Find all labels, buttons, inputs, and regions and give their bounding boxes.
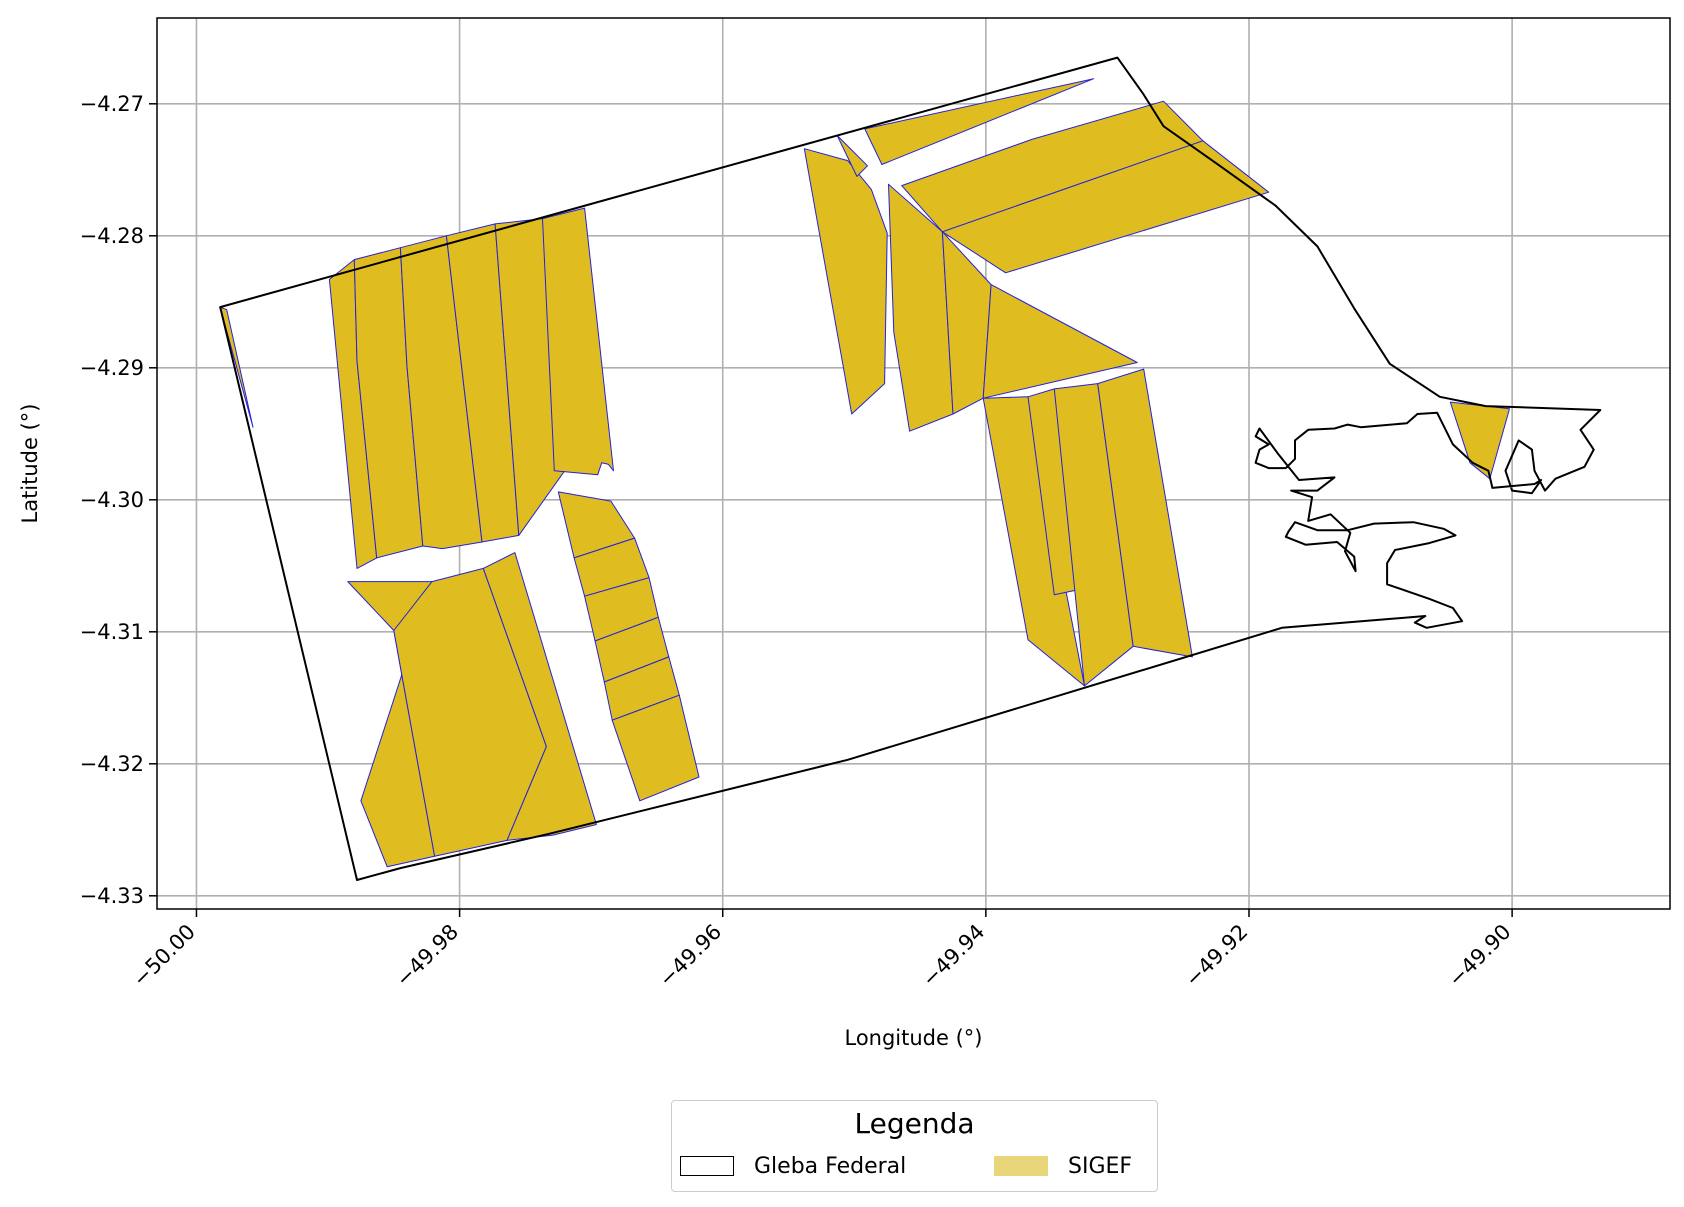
y-tick-label: −4.29	[80, 356, 144, 380]
sigef-parcel	[611, 694, 700, 802]
sigef-parcel	[482, 552, 597, 841]
legend-swatch-fill	[994, 1156, 1048, 1176]
sigef-parcel	[836, 135, 868, 177]
y-tick-label: −4.31	[80, 620, 144, 644]
x-tick-label: −49.90	[1444, 920, 1516, 992]
sigef-parcel	[219, 306, 254, 428]
sigef-parcel	[1097, 368, 1193, 658]
legend-title: Legenda	[854, 1107, 975, 1140]
legend-item-gleba-federal: Gleba Federal	[680, 1151, 906, 1181]
legend-label: Gleba Federal	[754, 1153, 907, 1179]
y-tick-label: −4.27	[80, 92, 144, 116]
y-axis-label: Latitude (°)	[18, 404, 42, 524]
legend: Legenda Gleba Federal SIGEF	[671, 1100, 1158, 1192]
sigef-parcel	[982, 284, 1138, 399]
gleba-federal-boundary	[219, 56, 1602, 881]
sigef-parcel	[803, 148, 888, 415]
x-tick-label: −50.00	[128, 920, 200, 992]
y-tick-label: −4.30	[80, 488, 144, 512]
sigef-parcels	[219, 78, 1510, 868]
x-tick-label: −49.96	[654, 920, 726, 992]
y-tick-label: −4.33	[80, 884, 144, 908]
sigef-parcel	[864, 78, 1095, 165]
legend-swatch-outline	[680, 1156, 734, 1176]
x-tick-label: −49.92	[1181, 920, 1253, 992]
y-tick-label: −4.28	[80, 224, 144, 248]
y-tick-label: −4.32	[80, 752, 144, 776]
x-axis-label: Longitude (°)	[844, 1026, 982, 1050]
sigef-parcel	[941, 140, 1270, 274]
sigef-parcel	[888, 183, 954, 432]
x-tick-label: −49.98	[391, 920, 463, 992]
legend-label: SIGEF	[1068, 1153, 1133, 1179]
legend-item-sigef: SIGEF	[994, 1151, 1132, 1181]
sigef-parcel	[901, 100, 1204, 233]
sigef-parcel	[542, 207, 614, 476]
x-tick-label: −49.94	[917, 920, 989, 992]
gleba-outline	[219, 56, 1602, 881]
plot-frame	[156, 17, 1671, 910]
